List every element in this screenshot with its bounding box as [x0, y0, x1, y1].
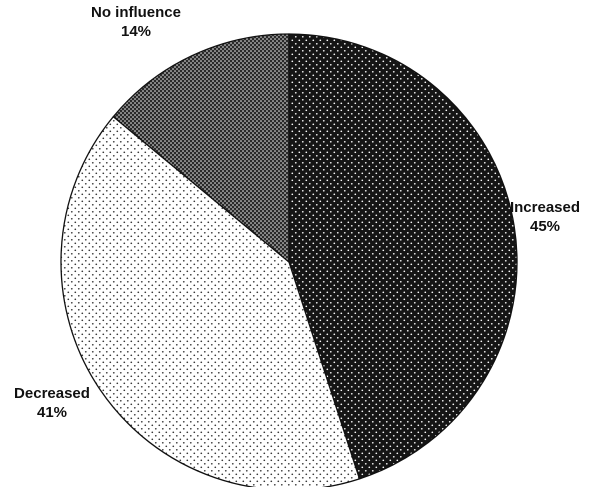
slice-label-no-influence: No influence	[91, 4, 181, 21]
slice-label-increased: Increased	[510, 199, 580, 216]
pie-slice-no-influence	[112, 33, 290, 263]
pie-labels: Increased 45% Decreased 41% No influence 14%	[14, 4, 580, 421]
slice-label-decreased: Decreased	[14, 385, 90, 402]
pie-slice-decreased	[60, 116, 361, 487]
pie-slice-increased	[288, 33, 518, 480]
slice-value-increased: 45%	[530, 218, 560, 235]
slice-value-no-influence: 14%	[121, 23, 151, 40]
pie-slices	[60, 33, 518, 487]
slice-value-decreased: 41%	[37, 404, 67, 421]
